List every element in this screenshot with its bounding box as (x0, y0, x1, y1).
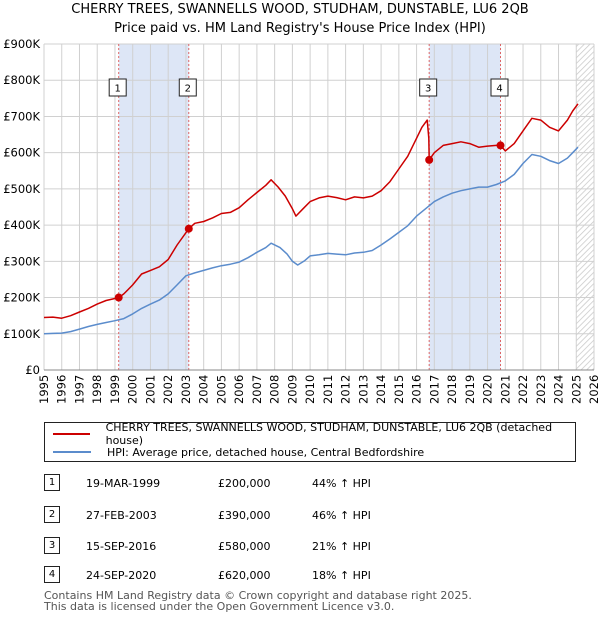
sale-date: 27-FEB-2003 (86, 509, 157, 522)
legend-swatch-price (53, 433, 90, 435)
sale-hpi-change: 18% ↑ HPI (312, 569, 371, 582)
chart-title: CHERRY TREES, SWANNELLS WOOD, STUDHAM, D… (71, 2, 529, 17)
y-tick-label: £600K (3, 146, 40, 160)
sale-label-box-4 (490, 78, 509, 97)
sale-date: 24-SEP-2020 (86, 569, 157, 582)
sale-label-4: 4 (496, 84, 502, 95)
y-tick-label: £700K (3, 109, 40, 123)
forecast-hatch (576, 44, 594, 370)
price-chart: 1 2 3 4 £0 £100K £200K £300K £400K £500K £600K £700… (3, 37, 600, 404)
sale-badge: 1 (44, 474, 60, 491)
x-tick-label: 2009 (285, 375, 299, 404)
sale-date: 15-SEP-2016 (86, 540, 157, 553)
x-tick-label: 1999 (108, 375, 122, 404)
y-tick-label: £200K (3, 291, 40, 305)
x-tick-label: 2022 (516, 375, 530, 404)
sale-label-3: 3 (425, 84, 431, 95)
chart-title-block: CHERRY TREES, SWANNELLS WOOD, STUDHAM, D… (0, 0, 600, 38)
sale-date: 19-MAR-1999 (86, 477, 161, 490)
sale-badge: 4 (44, 566, 60, 583)
x-tick-label: 2023 (534, 375, 548, 404)
sale-label-2: 2 (185, 84, 191, 95)
footer-licence: This data is licensed under the Open Gov… (44, 600, 395, 613)
x-tick-label: 2006 (232, 375, 246, 404)
y-tick-label: £300K (3, 254, 40, 268)
x-tick-label: 2018 (445, 375, 459, 404)
legend-swatch-hpi (53, 451, 91, 453)
x-tick-label: 2001 (143, 375, 157, 404)
x-tick-label: 2008 (268, 375, 282, 404)
x-tick-label: 2017 (427, 375, 441, 404)
hpi-line (43, 146, 579, 335)
sale-price: £580,000 (218, 540, 271, 553)
x-tick-label: 2002 (161, 375, 175, 404)
y-tick-label: £500K (3, 182, 40, 196)
footer: Contains HM Land Registry data © Crown c… (44, 590, 472, 612)
legend-label-hpi: HPI: Average price, detached house, Cent… (107, 445, 425, 459)
sale-label-box-2 (178, 78, 197, 97)
legend-item-hpi: HPI: Average price, detached house, Cent… (53, 443, 424, 461)
sale-label-1: 1 (115, 84, 121, 95)
ownership-shade-1 (118, 44, 189, 370)
sale-hpi-change: 21% ↑ HPI (312, 540, 371, 553)
y-tick-label: £400K (3, 218, 40, 232)
sale-badge: 2 (44, 506, 60, 523)
sale-row-4: 4 24-SEP-2020 £620,000 18% ↑ HPI (44, 566, 464, 586)
x-tick-label: 2003 (179, 375, 193, 404)
legend-label-price: CHERRY TREES, SWANNELLS WOOD, STUDHAM, D… (105, 421, 553, 447)
x-tick-label: 2013 (356, 375, 370, 404)
sale-badge: 3 (44, 537, 60, 554)
x-tick-label: 2004 (197, 375, 211, 404)
legend: CHERRY TREES, SWANNELLS WOOD, STUDHAM, D… (44, 421, 576, 462)
sale-row-3: 3 15-SEP-2016 £580,000 21% ↑ HPI (44, 537, 464, 557)
sale-price: £200,000 (218, 477, 271, 490)
ownership-shade-2 (429, 44, 501, 370)
sale-hpi-change: 46% ↑ HPI (312, 509, 371, 522)
sale-point-1 (114, 293, 123, 302)
x-tick-label: 2011 (321, 375, 335, 404)
x-tick-label: 1997 (72, 375, 86, 404)
sale-point-3 (425, 155, 434, 164)
sale-price: £620,000 (218, 569, 271, 582)
y-tick-label: £900K (3, 37, 40, 51)
x-tick-label: 2020 (481, 375, 495, 404)
sale-price: £390,000 (218, 509, 271, 522)
sale-point-2 (184, 224, 193, 233)
price-paid-line (43, 103, 579, 319)
legend-item-price: CHERRY TREES, SWANNELLS WOOD, STUDHAM, D… (53, 421, 575, 447)
sale-label-box-1 (108, 78, 127, 97)
x-tick-label: 2005 (214, 375, 228, 404)
x-tick-label: 2015 (392, 375, 406, 404)
x-tick-label: 2025 (569, 375, 583, 404)
y-tick-label: £800K (3, 73, 40, 87)
x-tick-label: 2014 (374, 375, 388, 404)
x-tick-label: 2000 (126, 375, 140, 404)
x-tick-label: 2026 (587, 375, 600, 404)
chart-subtitle: Price paid vs. HM Land Registry's House … (114, 21, 486, 36)
x-tick-label: 2012 (339, 375, 353, 404)
sale-label-box-3 (419, 78, 438, 97)
sale-row-2: 2 27-FEB-2003 £390,000 46% ↑ HPI (44, 506, 464, 526)
y-tick-label: £100K (3, 327, 40, 341)
x-tick-label: 2007 (250, 375, 264, 404)
x-tick-label: 2016 (410, 375, 424, 404)
x-tick-label: 2024 (552, 375, 566, 404)
sale-point-4 (496, 141, 505, 150)
sale-row-1: 1 19-MAR-1999 £200,000 44% ↑ HPI (44, 474, 464, 494)
footer-copyright: Contains HM Land Registry data © Crown c… (44, 589, 472, 602)
x-tick-label: 1996 (55, 375, 69, 404)
sale-hpi-change: 44% ↑ HPI (312, 477, 371, 490)
y-tick-label: £0 (25, 363, 40, 377)
x-tick-label: 2019 (463, 375, 477, 404)
x-tick-label: 2021 (498, 375, 512, 404)
x-tick-label: 1998 (90, 375, 104, 404)
x-tick-label: 2010 (303, 375, 317, 404)
x-tick-label: 1995 (37, 375, 51, 404)
